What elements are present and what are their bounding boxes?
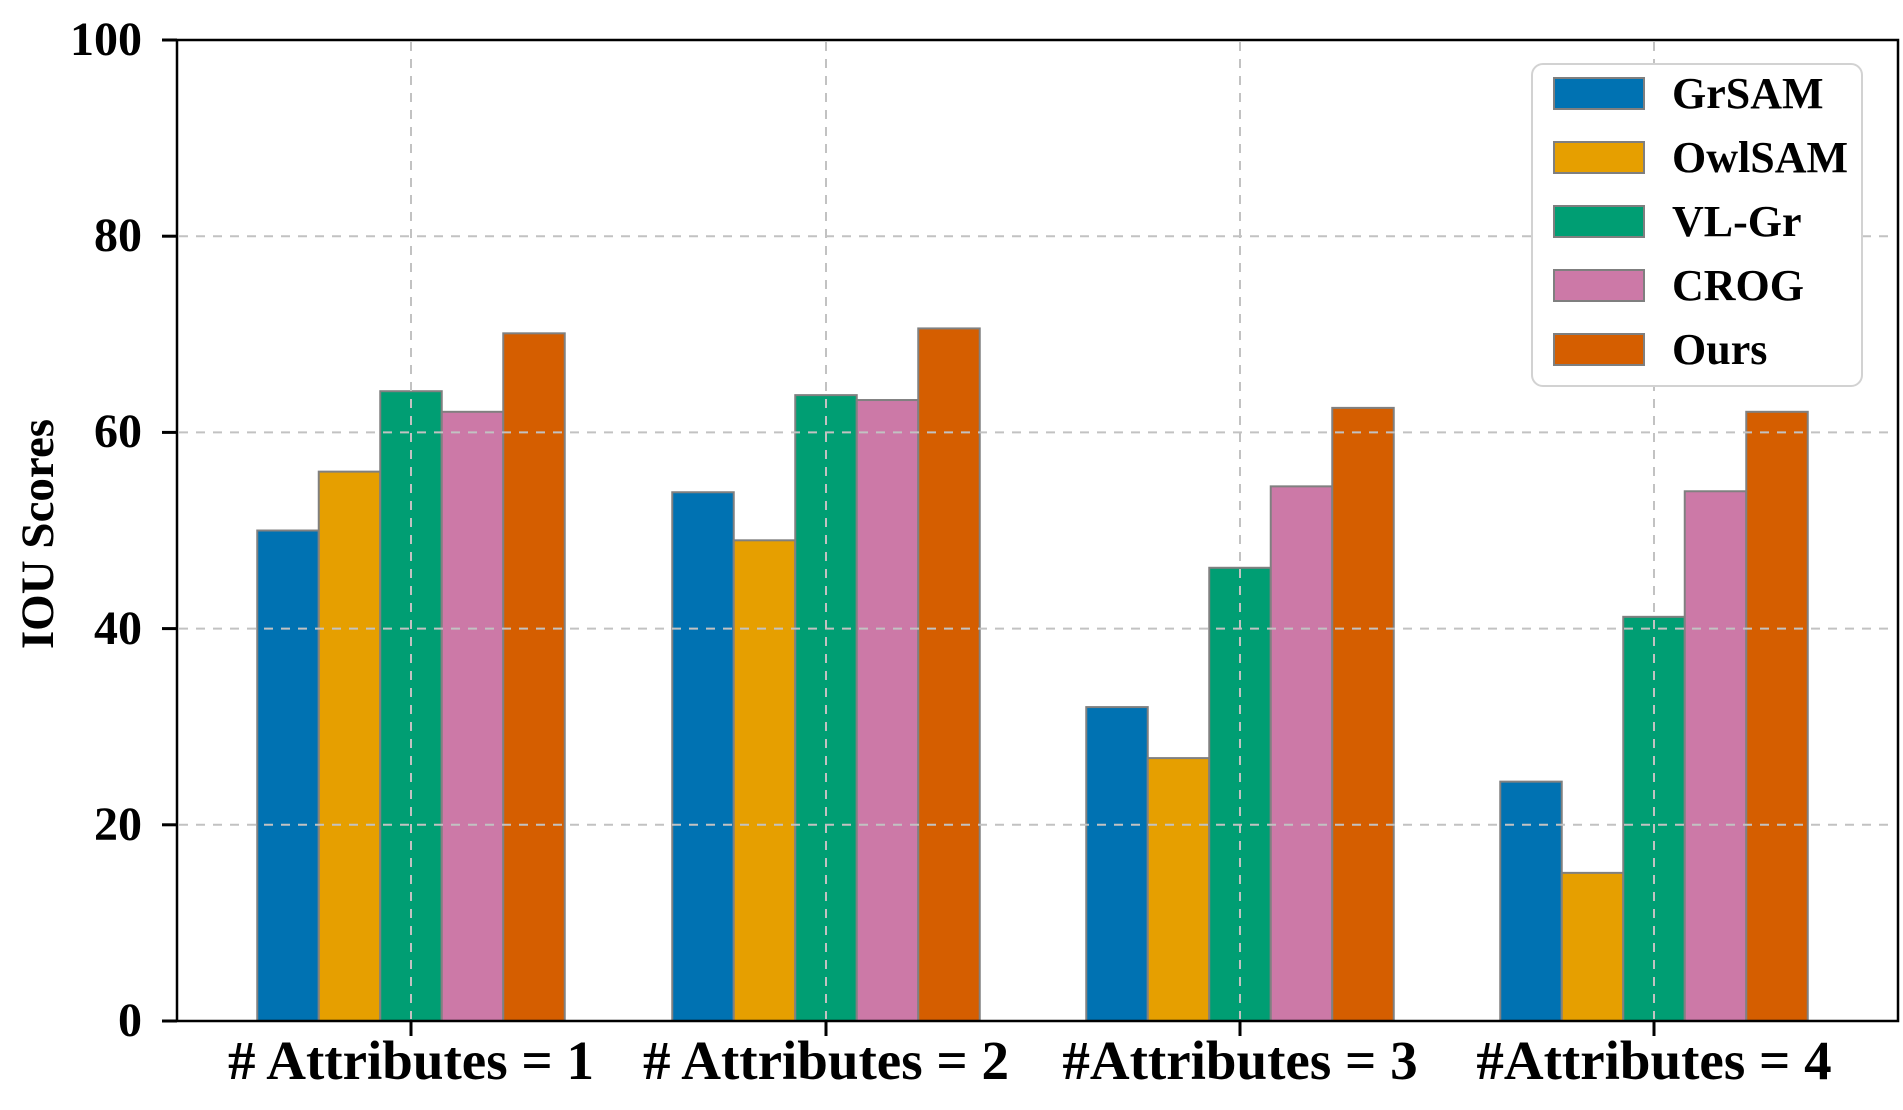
bar-GrSAM-group4 xyxy=(1499,780,1563,1022)
legend-swatch-Ours xyxy=(1553,333,1645,366)
bar-OwlSAM-group1 xyxy=(317,470,382,1022)
bar-Ours-group2 xyxy=(917,327,981,1022)
y-tick-label-80: 80 xyxy=(94,209,142,263)
x-tick-label-group1: # Attributes = 1 xyxy=(228,1030,594,1091)
bar-OwlSAM-group2 xyxy=(732,539,797,1022)
bar-GrSAM-group3 xyxy=(1085,706,1149,1023)
bar-OwlSAM-group3 xyxy=(1146,757,1211,1022)
y-tick-label-20: 20 xyxy=(94,797,142,851)
bar-Ours-group3 xyxy=(1331,406,1395,1022)
legend-label-OwlSAM: OwlSAM xyxy=(1672,133,1848,182)
y-tick-label-100: 100 xyxy=(70,13,142,66)
legend: GrSAM OwlSAM VL-Gr CROG Ours xyxy=(1531,63,1863,387)
legend-label-GrSAM: GrSAM xyxy=(1672,69,1824,118)
legend-label-VL-Gr: VL-Gr xyxy=(1672,197,1802,246)
bar-GrSAM-group1 xyxy=(256,529,320,1022)
bar-GrSAM-group2 xyxy=(671,491,735,1022)
bar-VL-Gr-group4 xyxy=(1622,615,1686,1022)
bar-CROG-group1 xyxy=(440,410,505,1022)
x-tick-label-group4: #Attributes = 4 xyxy=(1476,1030,1832,1091)
legend-item-CROG: CROG xyxy=(1553,261,1861,310)
y-axis-label: IOU Scores xyxy=(12,418,64,650)
legend-swatch-OwlSAM xyxy=(1553,141,1645,174)
legend-label-CROG: CROG xyxy=(1672,261,1804,310)
bar-CROG-group4 xyxy=(1683,490,1748,1022)
bar-OwlSAM-group4 xyxy=(1560,871,1625,1023)
bar-Ours-group4 xyxy=(1745,410,1809,1022)
legend-item-OwlSAM: OwlSAM xyxy=(1553,133,1861,182)
bar-CROG-group3 xyxy=(1269,485,1334,1023)
legend-swatch-GrSAM xyxy=(1553,77,1645,110)
bar-CROG-group2 xyxy=(855,399,920,1023)
x-tick-label-group3: #Attributes = 3 xyxy=(1062,1030,1418,1091)
y-tick-label-40: 40 xyxy=(94,601,142,655)
legend-item-Ours: Ours xyxy=(1553,325,1861,374)
legend-item-VL-Gr: VL-Gr xyxy=(1553,197,1861,246)
y-tick-label-0: 0 xyxy=(118,994,142,1047)
legend-label-Ours: Ours xyxy=(1672,325,1768,374)
legend-item-GrSAM: GrSAM xyxy=(1553,69,1861,118)
axes-spines xyxy=(175,38,1900,1023)
bar-Ours-group1 xyxy=(502,332,566,1023)
x-tick-label-group2: # Attributes = 2 xyxy=(643,1030,1009,1091)
legend-swatch-CROG xyxy=(1553,269,1645,302)
legend-swatch-VL-Gr xyxy=(1553,205,1645,238)
y-tick-label-60: 60 xyxy=(94,405,142,459)
